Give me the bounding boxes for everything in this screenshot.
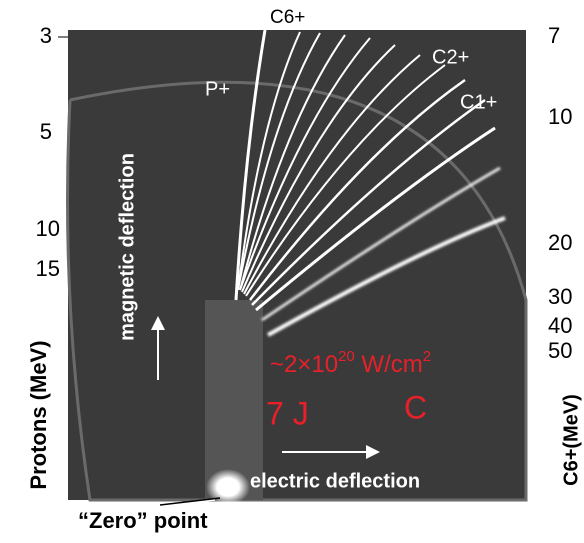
energy-label: 7 J — [266, 395, 309, 431]
left-tick-label: 15 — [36, 256, 60, 281]
right-tick-label: 10 — [548, 104, 572, 129]
right-tick-label: 7 — [548, 23, 560, 48]
text: 2 — [423, 348, 431, 365]
text: ~2×10 — [270, 351, 338, 378]
magnetic-label: magnetic deflection — [116, 153, 138, 341]
electric-label: electric deflection — [250, 470, 420, 492]
left-axis-label: Protons (MeV) — [26, 340, 51, 489]
right-axis-label: C6+(MeV) — [560, 394, 582, 486]
left-tick-label: 3 — [40, 23, 52, 48]
target-label: C — [404, 389, 427, 425]
text: 20 — [338, 348, 355, 365]
trace-label: C2+ — [432, 46, 469, 68]
text: W/cm — [355, 351, 423, 378]
right-tick-label: 20 — [548, 230, 572, 255]
trace-label: P+ — [205, 78, 230, 100]
left-tick-label: 5 — [40, 119, 52, 144]
page: 3 5 10 15 7 10 20 30 40 50 Protons (MeV)… — [0, 0, 584, 538]
right-tick-label: 50 — [548, 338, 572, 363]
figure: 3 5 10 15 7 10 20 30 40 50 Protons (MeV)… — [0, 0, 584, 538]
left-tick-label: 10 — [36, 216, 60, 241]
right-tick-label: 40 — [548, 313, 572, 338]
zero-point-label: “Zero” point — [78, 508, 208, 533]
trace-label: C6+ — [270, 7, 305, 28]
trace-label: C1+ — [460, 91, 497, 113]
right-tick-label: 30 — [548, 284, 572, 309]
